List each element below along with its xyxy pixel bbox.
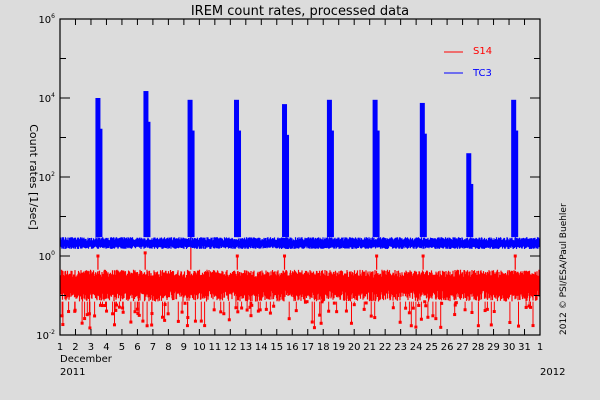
x-tick-label: 7 (150, 342, 156, 353)
x-tick-label: 15 (270, 342, 283, 353)
plot-data (60, 91, 541, 330)
tc3-peak (466, 153, 472, 238)
x-tick-label: 21 (363, 342, 376, 353)
x-tick-label: 16 (286, 342, 299, 353)
x-tick-label: 10 (193, 342, 206, 353)
x-tick-label: 30 (503, 342, 516, 353)
x-tick-label: 12 (224, 342, 237, 353)
tc3-peak (282, 104, 288, 238)
x-tick-label: 17 (301, 342, 314, 353)
tc3-peak (187, 99, 193, 238)
x-tick-label: 1 (57, 342, 63, 353)
y-tick-label: 102 (38, 171, 55, 184)
x-year-start: 2011 (60, 367, 85, 378)
x-year-end: 2012 (540, 367, 565, 378)
x-tick-label: 1 (537, 342, 543, 353)
tc3-peak (143, 91, 149, 238)
x-month-label: December (60, 354, 113, 365)
x-tick-label: 22 (379, 342, 392, 353)
x-tick-label: 18 (317, 342, 330, 353)
tc3-peak (95, 98, 101, 238)
x-tick-label: 11 (208, 342, 221, 353)
x-tick-label: 19 (332, 342, 345, 353)
x-tick-label: 20 (348, 342, 361, 353)
y-tick-label: 10-2 (36, 329, 55, 342)
x-tick-label: 26 (441, 342, 454, 353)
credit-text: 2012 © PSI/ESA/Paul Buehler (559, 203, 569, 335)
x-tick-label: 4 (103, 342, 109, 353)
tc3-peak (372, 99, 378, 238)
x-tick-label: 29 (487, 342, 500, 353)
x-tick-label: 24 (410, 342, 423, 353)
x-tick-label: 3 (88, 342, 94, 353)
x-tick-label: 6 (134, 342, 140, 353)
x-tick-label: 9 (181, 342, 187, 353)
x-tick-label: 31 (518, 342, 531, 353)
legend-label-s14: S14 (473, 46, 492, 57)
x-tick-label: 5 (119, 342, 125, 353)
tc3-peak (419, 102, 425, 238)
x-axis: 1 2 3 4 5 6 7 8 9 10 11 12 13 14 15 16 17 18 19 20 21 22 23 24 2… (57, 19, 543, 353)
tc3-peak (326, 99, 332, 238)
y-axis-label: Count rates [1/sec] (27, 124, 40, 230)
x-tick-label: 27 (456, 342, 469, 353)
legend-label-tc3: TC3 (472, 68, 492, 79)
tc3-peak (511, 99, 517, 238)
x-tick-label: 8 (165, 342, 171, 353)
x-tick-label: 13 (239, 342, 252, 353)
series-s14 (60, 151, 541, 330)
y-axis: 106 104 102 100 10-2 (36, 13, 540, 342)
y-tick-label: 100 (38, 250, 55, 263)
y-tick-label: 106 (38, 13, 55, 26)
x-tick-label: 28 (472, 342, 485, 353)
x-tick-label: 2 (72, 342, 78, 353)
y-tick-label: 104 (38, 92, 55, 105)
tc3-peak (234, 99, 240, 238)
series-tc3 (60, 91, 541, 249)
legend: S14 TC3 (444, 46, 492, 79)
x-tick-label: 23 (394, 342, 407, 353)
x-tick-label: 14 (255, 342, 268, 353)
chart-title: IREM count rates, processed data (191, 4, 409, 19)
x-tick-label: 25 (425, 342, 438, 353)
